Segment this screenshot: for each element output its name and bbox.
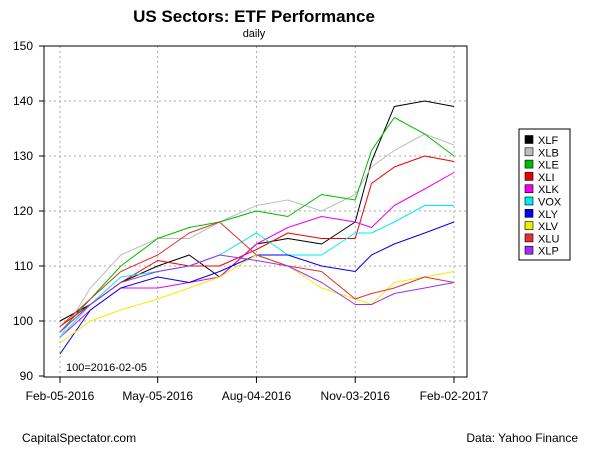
chart-subtitle: daily [243,28,266,40]
legend-swatch-xly [524,209,534,218]
chart-title: US Sectors: ETF Performance [133,7,375,26]
legend-label-xlu: XLU [538,233,559,245]
series-line-xlu [59,221,455,327]
legend-label-xlf: XLF [538,135,558,147]
series-line-xlb [59,133,455,338]
legend-label-xlp: XLP [538,246,559,258]
series-line-xli [59,155,455,327]
legend-swatch-vox [524,196,534,206]
y-tick-label: 150 [13,39,33,53]
x-axis: Feb-05-2016 May-05-2016 Aug-04-2016 Nov-03-… [26,377,489,403]
x-tick-label: Aug-04-2016 [222,389,292,403]
legend-label-xlb: XLB [538,147,559,159]
legend-swatch-xlb [524,147,534,157]
x-tick-label: Feb-02-2017 [420,389,489,403]
legend-swatch-xlu [524,233,534,243]
y-axis: 90 100 110 120 130 140 150 [13,39,44,383]
series-lines [59,100,455,355]
legend-label-xle: XLE [538,160,559,172]
legend-label-xlk: XLK [538,184,559,196]
series-line-xly [59,221,455,355]
series-line-xle [59,117,455,333]
grid [44,46,467,377]
legend-label-xly: XLY [538,209,559,221]
series-line-xlp [59,254,455,333]
legend-swatch-xlk [524,184,534,193]
y-tick-label: 90 [20,369,34,383]
series-line-xlk [59,172,455,338]
y-tick-label: 110 [14,259,33,273]
footer-source-site: CapitalSpectator.com [22,431,137,445]
base-note: 100=2016-02-05 [66,362,147,374]
y-tick-label: 130 [13,149,33,163]
x-tick-label: Feb-05-2016 [26,389,95,403]
legend-swatch-xlf [524,135,534,144]
legend-swatch-xlv [524,221,534,230]
legend-label-xli: XLI [538,172,555,184]
y-tick-label: 120 [13,204,33,218]
legend-label-vox: VOX [538,197,562,209]
x-tick-label: May-05-2016 [122,389,193,403]
x-tick-label: Nov-03-2016 [321,389,391,403]
legend-swatch-xle [524,159,534,169]
series-line-vox [59,205,454,338]
y-tick-label: 100 [13,314,33,328]
footer-data-source: Data: Yahoo Finance [466,431,578,445]
legend-label-xlv: XLV [538,221,559,233]
legend-swatch-xlp [524,245,534,255]
y-tick-label: 140 [13,94,33,108]
legend-swatch-xli [524,172,534,181]
